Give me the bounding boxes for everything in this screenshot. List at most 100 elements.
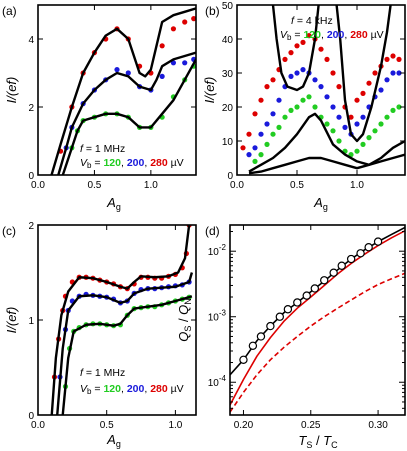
panel-b-data-point <box>306 94 312 100</box>
panel-b-ytick-label: 50 <box>222 1 234 12</box>
panel-a: Ag I/(ef) f = 1 MHz Vb = 120, 200, 280 µ… <box>4 4 197 212</box>
panel-d-data-point <box>337 261 346 270</box>
panel-b-data-point <box>384 56 390 63</box>
panel-b-data-point <box>252 111 258 117</box>
panel-b-data-point <box>312 77 318 83</box>
panel-d-data-point <box>275 312 285 321</box>
panel-b-data-point <box>354 148 360 154</box>
panel-a-frame <box>37 4 197 176</box>
panel-b-data-point <box>300 39 306 46</box>
panel-a-annotation-freq: f = 1 MHz <box>80 143 125 155</box>
panel-b-data-point <box>252 145 258 151</box>
panel-b-ytick-label: 40 <box>222 35 234 46</box>
panel-b-data-point <box>336 84 342 90</box>
panel-b-ytick-label: 0 <box>227 171 233 182</box>
panel-d-data-point <box>239 355 248 365</box>
panel-d-xtick-label: 0.25 <box>301 420 321 431</box>
panel-a-data-point <box>114 67 120 73</box>
panel-b-plot-area <box>240 5 405 175</box>
panel-b-data-point <box>312 104 318 110</box>
panel-b-xtick-label: 0.5 <box>290 180 304 191</box>
panel-b-data-point <box>318 84 324 90</box>
panel-d-data-point <box>320 276 329 285</box>
panel-b-data-point <box>396 56 402 63</box>
panel-b-data-point <box>270 77 276 83</box>
panel-b-data-point <box>354 97 360 103</box>
panel-b-data-point <box>324 56 330 63</box>
panel-b-data-point <box>246 131 252 137</box>
panel-b-data-point <box>282 114 288 120</box>
panel-b-data-point <box>264 84 270 90</box>
panel-b-data-point <box>294 70 300 76</box>
panel-a-fit-curve <box>57 51 196 175</box>
panel-d-label: (d) <box>205 224 220 238</box>
panel-a-ytick-label: 0 <box>28 171 34 182</box>
panel-b-data-point <box>354 121 360 127</box>
panel-d-data-point <box>248 341 258 350</box>
panel-a-xtick-label: 1.0 <box>144 180 158 191</box>
panel-b-data-point <box>396 104 402 110</box>
panel-a-data-point <box>159 43 165 49</box>
panel-d-xtick-label: 0.20 <box>234 420 254 431</box>
panel-b-ytick-label: 10 <box>222 137 234 148</box>
panel-b-ylabel: I/(ef) <box>202 77 217 104</box>
panel-b-fit-curve <box>335 5 392 143</box>
panel-b-data-point <box>264 141 270 147</box>
panel-b-data-point <box>336 114 342 120</box>
panel-b-data-point <box>342 124 348 130</box>
panel-b-data-point <box>372 70 378 76</box>
panel-b-data-point <box>366 135 372 141</box>
panel-c-label: (c) <box>2 224 16 238</box>
panel-c-ytick-label: 1 <box>28 316 34 327</box>
panel-b-data-point <box>294 104 300 110</box>
panel-c: Ag I/(ef) f = 1 MHz Vb = 120, 200, 280 µ… <box>4 221 197 449</box>
panel-d-ytick-label: 10-4 <box>208 374 227 389</box>
panel-d-ytick-label: 10-2 <box>208 243 227 258</box>
panel-b-data-point <box>318 46 324 52</box>
panel-d-ylabel: QS / QN <box>176 298 193 342</box>
panel-b-ytick-label: 30 <box>222 69 234 80</box>
panel-b-data-point <box>258 131 264 137</box>
panel-d-data-point <box>266 321 275 331</box>
panel-b-data-point <box>384 114 390 120</box>
panel-d-frame <box>229 224 406 416</box>
panel-a-data-point <box>182 60 188 66</box>
panel-b-data-point <box>372 128 378 134</box>
panel-c-fit-curve <box>50 225 191 415</box>
panel-b-data-point <box>366 80 372 86</box>
panel-a-data-point <box>191 16 196 22</box>
panel-b-data-point <box>336 138 342 144</box>
panel-c-fit-curve <box>61 295 193 415</box>
panel-a-fit-curve <box>50 7 196 175</box>
panel-c-xtick-label: 1.0 <box>168 420 182 431</box>
panel-b-label: (b) <box>205 4 220 18</box>
panel-d: TS / TC QS / QN 0.20 0.25 0.30 10-4 10-3 10-2 <box>176 224 406 450</box>
panel-d-data-point <box>256 332 266 341</box>
panel-a-data-point <box>125 70 131 76</box>
panel-d-fit-curve <box>230 226 405 376</box>
panel-b-data-point <box>246 152 252 158</box>
panel-b-data-point <box>294 43 300 49</box>
panel-b-data-point <box>288 73 294 79</box>
panel-b-data-point <box>300 97 306 103</box>
panel-b-annotation-freq: f = 4 kHz <box>291 15 333 27</box>
panel-b-data-point <box>378 121 384 127</box>
panel-b-xlabel: Ag <box>313 195 328 212</box>
panel-a-annotation-vb: Vb = 120, 200, 280 µV <box>80 157 184 170</box>
panel-a-plot-area <box>50 7 196 175</box>
panel-c-annotation-freq: f = 1 MHz <box>80 367 125 379</box>
panel-b-data-point <box>324 94 330 100</box>
panel-c-plot-area <box>50 225 194 415</box>
panel-b-data-point <box>390 53 396 59</box>
panel-b-data-point <box>306 33 312 39</box>
panel-b-data-point <box>330 70 336 76</box>
panel-c-ytick-label: 2 <box>28 221 34 232</box>
panel-d-data-point <box>329 268 338 277</box>
panel-b-data-point <box>282 56 288 63</box>
panel-b-data-point <box>384 77 390 83</box>
panel-d-data-point <box>356 249 365 258</box>
panel-a-label: (a) <box>2 4 17 18</box>
panel-b-fit-curve <box>271 5 320 92</box>
panel-a-xtick-label: 0.0 <box>31 180 45 191</box>
